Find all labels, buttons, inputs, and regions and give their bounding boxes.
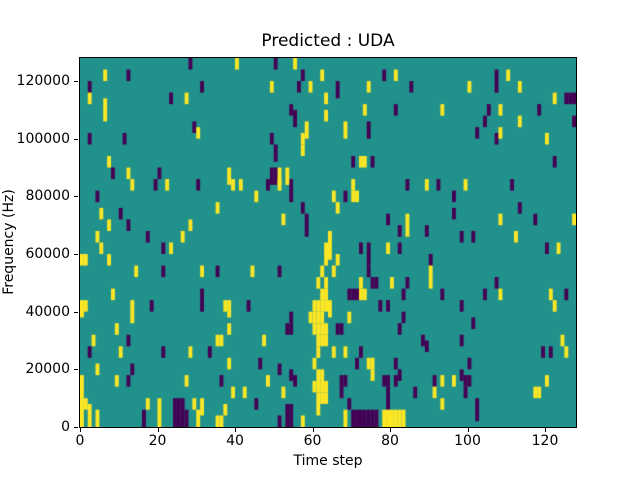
x-tick-label: 0 bbox=[75, 433, 85, 449]
y-tick-mark bbox=[74, 427, 78, 428]
x-axis-label: Time step bbox=[293, 453, 363, 469]
chart-title: Predicted : UDA bbox=[261, 31, 395, 51]
x-tick-label: 20 bbox=[148, 433, 167, 449]
x-tick-mark bbox=[390, 428, 391, 432]
y-tick-label: 120000 bbox=[16, 73, 70, 90]
y-tick-mark bbox=[74, 81, 78, 83]
x-tick-mark bbox=[80, 428, 81, 432]
heatmap-canvas bbox=[80, 58, 576, 427]
x-tick-label: 60 bbox=[303, 433, 322, 449]
x-tick-mark bbox=[467, 428, 469, 432]
y-tick-mark bbox=[74, 311, 78, 313]
y-tick-label: 60000 bbox=[25, 246, 70, 263]
x-tick-label: 120 bbox=[531, 433, 559, 449]
x-tick-label: 80 bbox=[381, 433, 399, 449]
x-tick-label: 40 bbox=[226, 433, 244, 449]
y-tick-mark bbox=[74, 254, 78, 256]
plot-area bbox=[79, 57, 577, 428]
y-tick-label: 80000 bbox=[25, 188, 70, 205]
y-tick-label: 20000 bbox=[25, 361, 70, 378]
y-tick-mark bbox=[74, 138, 78, 140]
x-tick-label: 100 bbox=[454, 433, 481, 449]
x-tick-mark bbox=[545, 428, 546, 432]
x-tick-mark bbox=[312, 428, 314, 432]
y-tick-label: 40000 bbox=[25, 303, 70, 320]
y-axis-label: Frequency (Hz) bbox=[1, 189, 17, 295]
x-tick-mark bbox=[235, 428, 236, 432]
y-tick-mark bbox=[74, 196, 78, 198]
y-tick-label: 0 bbox=[61, 419, 70, 435]
y-tick-mark bbox=[74, 369, 78, 371]
y-tick-label: 100000 bbox=[16, 130, 70, 147]
x-tick-mark bbox=[157, 428, 159, 432]
